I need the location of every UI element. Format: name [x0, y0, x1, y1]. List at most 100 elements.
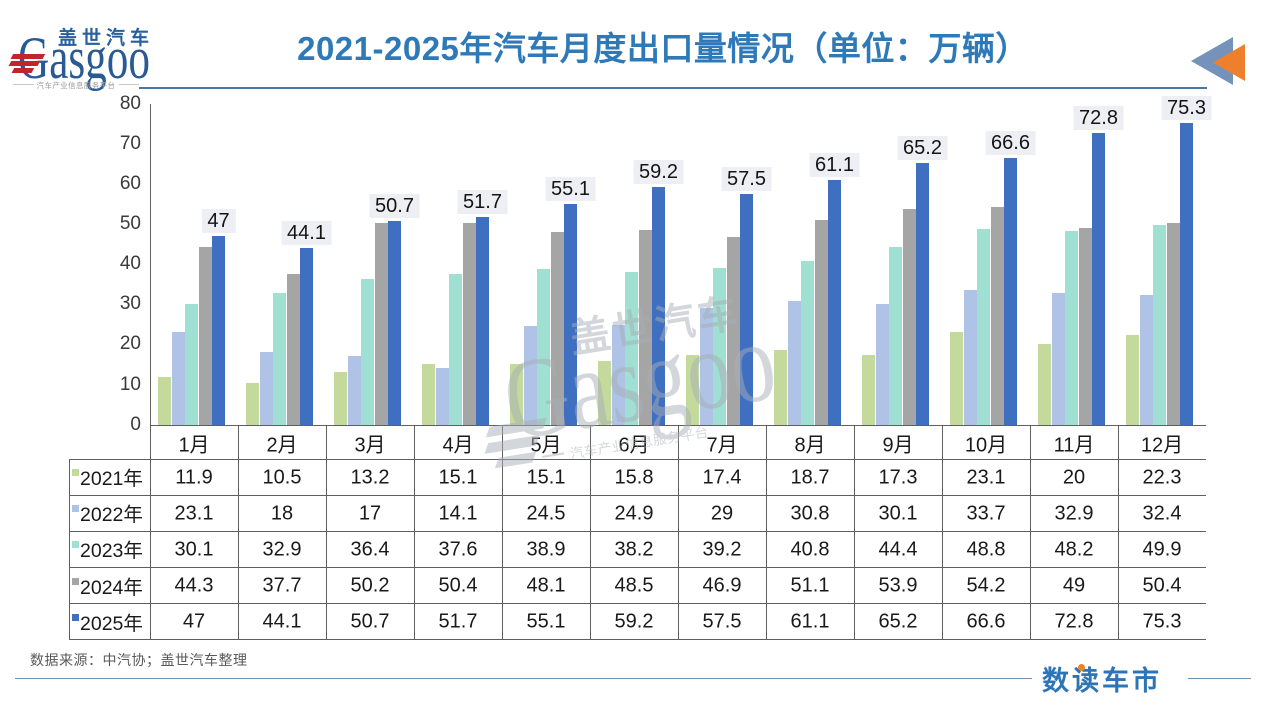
table-row-label-2023年: 2023年 — [72, 531, 143, 567]
page-title: 2021-2025年汽车月度出口量情况（单位：万辆） — [297, 30, 1029, 67]
table-line-horizontal — [69, 566, 1206, 568]
bar-2022年-4月 — [435, 368, 449, 425]
bar-2025年-10月 — [1004, 157, 1017, 425]
table-row-label-text: 2023年 — [80, 540, 143, 563]
table-line-vertical — [678, 424, 679, 640]
table-cell-2023年-7月: 39.2 — [702, 538, 742, 561]
bar-2024年-11月 — [1078, 228, 1092, 425]
table-cell-2021年-12月: 22.3 — [1142, 466, 1182, 489]
table-cell-2021年-11月: 20 — [1062, 466, 1086, 489]
table-month-header: 1月 — [178, 434, 210, 457]
bar-2022年-2月 — [259, 352, 273, 425]
footer-line-right — [1188, 678, 1251, 679]
data-label-2025年-5月: 55.1 — [545, 176, 596, 201]
table-line-vertical — [1118, 424, 1119, 640]
bar-2022年-3月 — [347, 356, 361, 425]
table-cell-2021年-8月: 18.7 — [790, 466, 830, 489]
table-cell-2025年-11月: 72.8 — [1054, 610, 1094, 633]
bar-2021年-11月 — [1038, 344, 1051, 425]
bar-2021年-6月 — [598, 361, 611, 425]
bar-2021年-9月 — [862, 355, 875, 425]
table-cell-2022年-7月: 29 — [710, 502, 734, 525]
legend-swatch-2024年 — [72, 577, 79, 585]
table-month-header: 9月 — [882, 434, 914, 457]
tagline-line-right — [118, 84, 139, 85]
bar-2023年-8月 — [801, 261, 814, 425]
table-month-header: 3月 — [354, 434, 386, 457]
table-cell-2023年-3月: 36.4 — [350, 538, 390, 561]
data-label-2025年-3月: 50.7 — [369, 194, 420, 219]
bar-2023年-9月 — [889, 246, 902, 425]
data-label-2025年-10月: 66.6 — [985, 130, 1036, 155]
table-row-label-text: 2024年 — [80, 576, 143, 599]
table-cell-2025年-9月: 65.2 — [878, 610, 918, 633]
bar-2025年-6月 — [652, 187, 665, 425]
bar-2021年-5月 — [510, 364, 523, 425]
table-month-header: 4月 — [442, 434, 474, 457]
table-month-header: 11月 — [1053, 434, 1095, 457]
bar-2025年-4月 — [476, 217, 489, 425]
bar-2022年-12月 — [1139, 294, 1153, 425]
table-line-vertical — [69, 458, 70, 640]
y-axis-tick-label: 70 — [119, 133, 141, 155]
table-cell-2024年-9月: 53.9 — [878, 574, 918, 597]
table-cell-2022年-3月: 17 — [358, 502, 382, 525]
table-cell-2022年-10月: 33.7 — [966, 502, 1006, 525]
bar-2023年-10月 — [977, 229, 990, 425]
shuduCheshi-logo: 数读车市 — [1042, 666, 1162, 696]
table-line-vertical — [150, 424, 151, 640]
bar-2021年-8月 — [774, 349, 787, 425]
table-cell-2023年-10月: 48.8 — [966, 538, 1006, 561]
bar-2023年-12月 — [1153, 224, 1166, 425]
table-cell-2023年-4月: 37.6 — [438, 538, 478, 561]
table-cell-2025年-8月: 61.1 — [790, 610, 830, 633]
table-row-label-2025年: 2025年 — [72, 603, 143, 639]
table-cell-2021年-9月: 17.3 — [878, 466, 918, 489]
bar-2024年-12月 — [1166, 222, 1180, 425]
table-cell-2023年-5月: 38.9 — [526, 538, 566, 561]
table-cell-2021年-6月: 15.8 — [614, 466, 654, 489]
table-cell-2024年-10月: 54.2 — [966, 574, 1006, 597]
bar-2023年-7月 — [713, 267, 726, 425]
bar-2022年-11月 — [1051, 292, 1065, 425]
bar-2023年-5月 — [537, 268, 550, 425]
double-left-triangles-icon — [1191, 37, 1245, 85]
table-cell-2022年-1月: 23.1 — [174, 502, 214, 525]
tagline-line-left — [13, 84, 34, 85]
bar-2025年-7月 — [740, 194, 753, 425]
bar-2022年-1月 — [171, 332, 185, 425]
bar-2023年-6月 — [625, 271, 638, 425]
table-line-vertical — [1030, 424, 1031, 640]
data-label-2025年-6月: 59.2 — [633, 160, 684, 185]
bar-2023年-2月 — [273, 292, 286, 425]
bar-2021年-12月 — [1126, 335, 1139, 425]
table-cell-2024年-3月: 50.2 — [350, 574, 390, 597]
table-cell-2021年-7月: 17.4 — [702, 466, 742, 489]
table-cell-2021年-2月: 10.5 — [262, 466, 302, 489]
table-cell-2022年-2月: 18 — [270, 502, 294, 525]
bar-2025年-12月 — [1180, 122, 1193, 425]
table-month-header: 7月 — [706, 434, 738, 457]
y-axis-line — [150, 104, 151, 425]
table-line-vertical — [502, 424, 503, 640]
data-label-2025年-12月: 75.3 — [1161, 95, 1212, 120]
legend-swatch-2021年 — [72, 469, 79, 477]
table-cell-2025年-12月: 75.3 — [1142, 610, 1182, 633]
bar-2022年-9月 — [875, 303, 889, 425]
bar-2025年-5月 — [564, 203, 577, 425]
bar-2025年-9月 — [916, 163, 929, 425]
logo-stripe — [8, 61, 41, 66]
table-cell-2024年-6月: 48.5 — [614, 574, 654, 597]
y-axis-tick-label: 20 — [119, 333, 141, 355]
table-line-vertical — [414, 424, 415, 640]
footer-line-left — [15, 678, 1032, 679]
table-cell-2022年-12月: 32.4 — [1142, 502, 1182, 525]
table-cell-2024年-5月: 48.1 — [526, 574, 566, 597]
table-row-label-2024年: 2024年 — [72, 567, 143, 603]
table-cell-2023年-9月: 44.4 — [878, 538, 918, 561]
y-axis-tick-label: 0 — [130, 413, 141, 435]
bar-2022年-5月 — [523, 326, 537, 425]
y-axis-tick-label: 30 — [119, 293, 141, 315]
table-month-header: 5月 — [530, 434, 562, 457]
bar-2024年-1月 — [198, 247, 212, 425]
